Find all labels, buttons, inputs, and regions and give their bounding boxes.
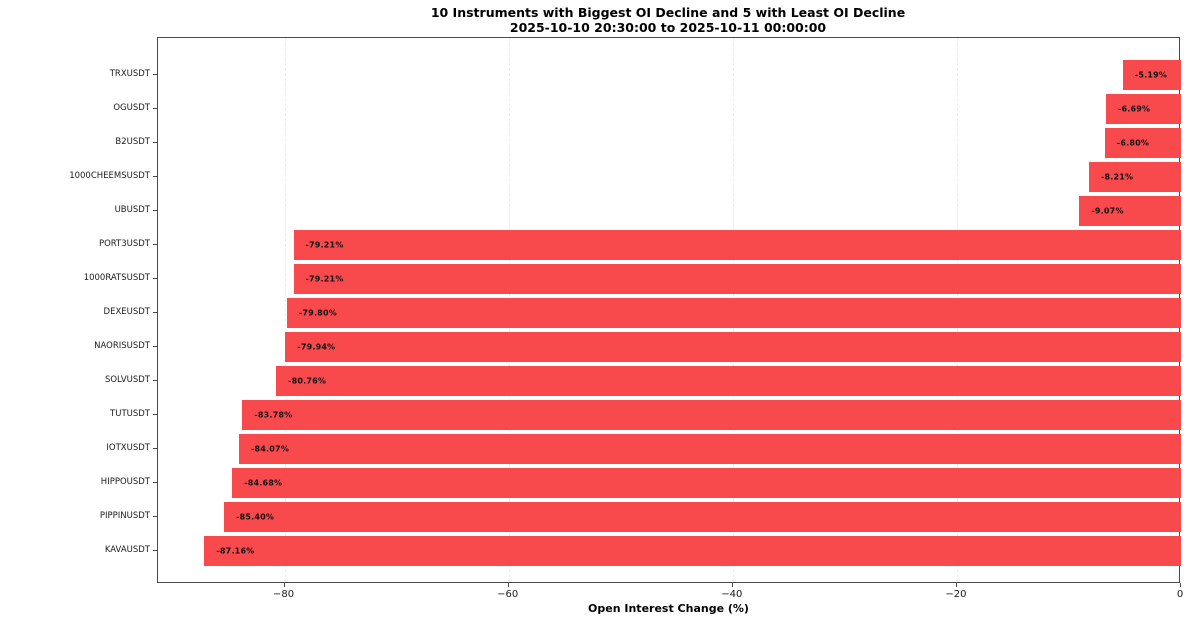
bar xyxy=(1079,196,1181,226)
bar-value-label: -79.80% xyxy=(298,308,337,318)
y-tick-label: OGUSDT xyxy=(113,103,150,113)
x-tick-mark xyxy=(507,583,509,587)
x-tick-label: −80 xyxy=(273,589,295,600)
y-tick-label: TRXUSDT xyxy=(109,69,150,79)
bar-value-label: -80.76% xyxy=(288,376,327,386)
y-tick-mark xyxy=(153,448,157,449)
bar-value-label: -84.07% xyxy=(251,444,290,454)
y-tick-label: PIPPINUSDT xyxy=(99,511,150,521)
bar-value-label: -87.16% xyxy=(216,546,255,556)
bar-value-label: -5.19% xyxy=(1134,70,1168,80)
y-tick-label: 1000RATSUSDT xyxy=(83,273,150,283)
bar xyxy=(1089,162,1181,192)
bar-value-label: -6.69% xyxy=(1118,104,1151,114)
bar-value-label: -9.07% xyxy=(1091,206,1124,216)
x-tick-label: −20 xyxy=(945,589,967,600)
x-tick-label: −60 xyxy=(497,589,519,600)
x-axis-label: Open Interest Change (%) xyxy=(588,602,749,615)
y-tick-mark xyxy=(153,244,157,245)
plot-area: -5.19% -6.69% -6.80% -8.21% -9.07% -79.21% -79… xyxy=(157,37,1181,583)
bar-value-label: -79.21% xyxy=(305,240,344,250)
bar xyxy=(239,434,1181,464)
bar xyxy=(276,366,1181,396)
bar xyxy=(286,298,1181,328)
x-tick-mark xyxy=(731,583,733,587)
bar xyxy=(232,468,1181,498)
y-tick-label: UBUSDT xyxy=(114,205,150,215)
y-tick-mark xyxy=(153,142,157,143)
y-tick-mark xyxy=(153,346,157,347)
bar xyxy=(242,400,1181,430)
bar xyxy=(293,264,1181,294)
y-tick-label: 1000CHEEMSUSDT xyxy=(69,171,150,181)
x-tick-mark xyxy=(955,583,957,587)
bar xyxy=(1104,128,1181,158)
bar-value-label: -79.94% xyxy=(297,342,336,352)
chart-title: 10 Instruments with Biggest OI Decline a… xyxy=(430,5,906,20)
y-tick-label: B2USDT xyxy=(115,137,150,147)
bar-value-label: -6.80% xyxy=(1116,138,1150,148)
y-tick-label: KAVAUSDT xyxy=(104,545,150,555)
bar-value-label: -79.21% xyxy=(305,274,344,284)
bar-value-label: -83.78% xyxy=(254,410,293,420)
y-tick-mark xyxy=(153,312,157,313)
y-tick-mark xyxy=(153,482,157,483)
x-tick-mark xyxy=(1180,583,1181,587)
bar xyxy=(293,230,1181,260)
y-tick-label: SOLVUSDT xyxy=(104,375,150,385)
y-tick-label: NAORISUSDT xyxy=(94,341,150,351)
y-tick-label: IOTXUSDT xyxy=(106,443,150,453)
bar xyxy=(1106,94,1181,124)
bar xyxy=(285,332,1181,362)
bar xyxy=(204,536,1181,566)
y-tick-mark xyxy=(153,414,157,415)
y-tick-label: DEXEUSDT xyxy=(103,307,150,317)
x-gridline xyxy=(284,38,286,582)
chart-title-block: 10 Instruments with Biggest OI Decline a… xyxy=(168,5,1168,35)
y-tick-mark xyxy=(153,550,157,551)
y-tick-mark xyxy=(153,278,157,279)
y-tick-mark xyxy=(153,108,157,109)
y-tick-mark xyxy=(153,210,157,211)
bar-value-label: -85.40% xyxy=(236,512,275,522)
x-tick-label: −40 xyxy=(721,589,743,600)
bar-value-label: -8.21% xyxy=(1101,172,1134,182)
x-tick-label: 0 xyxy=(1176,589,1184,600)
y-tick-mark xyxy=(153,74,157,75)
y-tick-label: TUTUSDT xyxy=(110,409,150,419)
bar-value-label: -84.68% xyxy=(244,478,283,488)
y-tick-label: HIPPOUSDT xyxy=(100,477,150,487)
y-tick-mark xyxy=(153,516,157,517)
y-tick-mark xyxy=(153,176,157,177)
chart-subtitle: 2025-10-10 20:30:00 to 2025-10-11 00:00:… xyxy=(509,20,827,35)
y-tick-mark xyxy=(153,380,157,381)
bar xyxy=(1122,60,1181,90)
y-tick-label: PORT3USDT xyxy=(98,239,150,249)
bar xyxy=(224,502,1181,532)
x-tick-mark xyxy=(283,583,285,587)
